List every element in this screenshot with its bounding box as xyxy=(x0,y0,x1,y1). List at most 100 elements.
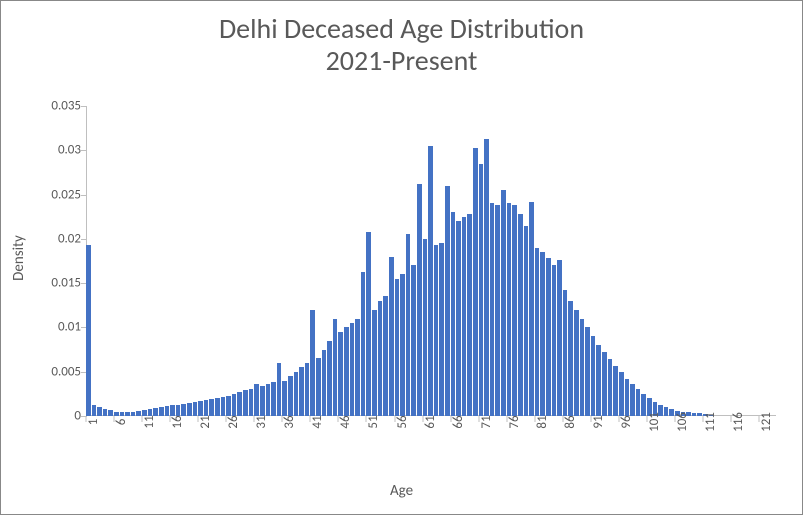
x-tick-mark xyxy=(703,416,704,422)
histogram-bar xyxy=(535,248,540,416)
x-tick-mark xyxy=(142,416,143,422)
histogram-bar xyxy=(209,399,214,416)
x-tick-mark xyxy=(646,416,647,422)
x-tick-mark xyxy=(310,416,311,422)
y-tick-label: 0.025 xyxy=(31,187,81,202)
histogram-bar xyxy=(282,381,287,416)
x-tick-mark xyxy=(198,416,199,422)
x-tick-label: 21 xyxy=(198,415,213,428)
histogram-bar xyxy=(221,397,226,416)
histogram-bar xyxy=(232,394,237,416)
histogram-bar xyxy=(473,148,478,416)
y-tick-label: 0.03 xyxy=(31,143,81,158)
histogram-bar xyxy=(181,404,186,416)
x-tick-mark xyxy=(759,416,760,422)
x-tick-label: 81 xyxy=(535,415,550,428)
histogram-bar xyxy=(591,336,596,416)
histogram-bar xyxy=(288,376,293,416)
x-tick-mark xyxy=(590,416,591,422)
histogram-bar xyxy=(467,214,472,416)
x-tick-label: 66 xyxy=(451,415,466,428)
plot-area: 00.0050.010.0150.020.0250.030.035 161116… xyxy=(86,106,776,416)
histogram-bar xyxy=(451,212,456,416)
histogram-bar xyxy=(596,345,601,416)
histogram-bar xyxy=(254,384,259,416)
histogram-bar xyxy=(546,258,551,416)
x-axis-label: Age xyxy=(1,482,802,500)
y-tick-label: 0.01 xyxy=(31,320,81,335)
histogram-bar xyxy=(462,217,467,416)
histogram-bar xyxy=(411,265,416,416)
histogram-bar xyxy=(518,214,523,416)
histogram-bar xyxy=(159,407,164,416)
histogram-bar xyxy=(619,372,624,416)
x-tick-mark xyxy=(114,416,115,422)
histogram-bar xyxy=(333,319,338,416)
x-tick-mark xyxy=(86,416,87,422)
histogram-bar xyxy=(490,203,495,416)
histogram-bar xyxy=(434,245,439,416)
histogram-bar xyxy=(355,319,360,416)
histogram-bar xyxy=(103,409,108,416)
x-tick-label: 16 xyxy=(170,415,185,428)
histogram-bar xyxy=(266,384,271,416)
histogram-bar xyxy=(366,232,371,416)
histogram-bar xyxy=(249,389,254,416)
histogram-bar xyxy=(243,390,248,416)
histogram-bar xyxy=(557,260,562,416)
histogram-bar xyxy=(400,274,405,416)
histogram-bar xyxy=(198,401,203,416)
y-tick-label: 0.005 xyxy=(31,364,81,379)
histogram-bar xyxy=(484,139,489,416)
histogram-bar xyxy=(187,403,192,416)
x-tick-label: 96 xyxy=(619,415,634,428)
histogram-bar xyxy=(501,190,506,416)
x-tick-mark xyxy=(618,416,619,422)
x-tick-mark xyxy=(282,416,283,422)
histogram-bar xyxy=(664,407,669,416)
histogram-bar xyxy=(383,296,388,416)
x-tick-label: 56 xyxy=(395,415,410,428)
histogram-bar xyxy=(310,310,315,416)
histogram-bar xyxy=(215,398,220,416)
histogram-bars xyxy=(86,106,776,416)
x-tick-label: 111 xyxy=(703,412,718,432)
histogram-bar xyxy=(165,406,170,416)
histogram-bar xyxy=(641,394,646,416)
histogram-bar xyxy=(237,392,242,416)
x-tick-label: 26 xyxy=(226,415,241,428)
histogram-bar xyxy=(625,379,630,416)
histogram-bar xyxy=(338,332,343,416)
histogram-bar xyxy=(602,352,607,416)
x-tick-mark xyxy=(366,416,367,422)
histogram-bar xyxy=(669,409,674,416)
y-tick-label: 0.035 xyxy=(31,99,81,114)
histogram-bar xyxy=(316,358,321,416)
x-tick-label: 36 xyxy=(282,415,297,428)
histogram-bar xyxy=(439,243,444,416)
histogram-bar xyxy=(361,272,366,416)
histogram-bar xyxy=(423,239,428,416)
histogram-bar xyxy=(417,184,422,416)
histogram-bar xyxy=(495,205,500,416)
x-tick-label: 116 xyxy=(731,412,746,432)
histogram-bar xyxy=(92,405,97,416)
histogram-bar xyxy=(585,327,590,416)
histogram-bar xyxy=(630,384,635,416)
x-tick-mark xyxy=(562,416,563,422)
histogram-bar xyxy=(378,301,383,416)
x-tick-label: 91 xyxy=(591,415,606,428)
x-tick-label: 41 xyxy=(310,415,325,428)
x-tick-mark xyxy=(254,416,255,422)
histogram-bar xyxy=(260,386,265,416)
histogram-bar xyxy=(479,164,484,416)
y-ticks: 00.0050.010.0150.020.0250.030.035 xyxy=(31,106,81,416)
y-axis-label: Density xyxy=(10,235,28,281)
histogram-bar xyxy=(395,279,400,416)
histogram-bar xyxy=(271,382,276,416)
x-tick-mark xyxy=(394,416,395,422)
histogram-bar xyxy=(372,310,377,416)
x-tick-label: 106 xyxy=(675,412,690,432)
histogram-bar xyxy=(305,363,310,416)
histogram-bar xyxy=(529,202,534,416)
